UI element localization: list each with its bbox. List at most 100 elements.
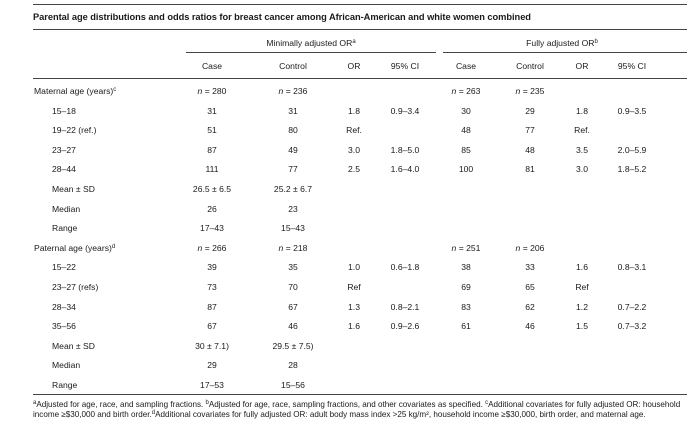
- table-title: Parental age distributions and odds rati…: [33, 12, 531, 22]
- table-cell: 48: [461, 125, 471, 135]
- row-label: Mean ± SD: [52, 341, 95, 351]
- table-cell: 65: [525, 282, 535, 292]
- row-label-text: 28–34: [52, 302, 76, 312]
- table-cell: 0.9–3.5: [617, 106, 647, 116]
- column-header: Control: [279, 61, 307, 71]
- table-cell: n = 266: [197, 243, 227, 253]
- table-cell: 100: [458, 164, 474, 174]
- table-cell: 17–53: [200, 380, 224, 390]
- footnote-mark: a: [33, 400, 37, 406]
- table-cell: 51: [207, 125, 217, 135]
- group-label: Minimally adjusted OR: [266, 38, 353, 48]
- row-label-text: 23–27: [52, 145, 76, 155]
- row-label: 15–22: [52, 262, 76, 272]
- row-label: 35–56: [52, 321, 76, 331]
- footnotes: aAdjusted for age, race, and sampling fr…: [33, 400, 683, 420]
- table-cell: 23: [288, 204, 298, 214]
- row-label-text: 15–18: [52, 106, 76, 116]
- table-cell: Ref: [347, 282, 361, 292]
- group-header-minimal: Minimally adjusted ORa: [186, 38, 436, 48]
- table-cell: 67: [207, 321, 217, 331]
- table-cell: 67: [288, 302, 298, 312]
- footnote-mark: b: [205, 400, 209, 406]
- table-cell: 0.7–3.2: [617, 321, 647, 331]
- column-header: OR: [575, 61, 589, 71]
- footnote-text: Additional covariates for fully adjusted…: [33, 400, 681, 420]
- row-label-text: 35–56: [52, 321, 76, 331]
- footnote-mark: d: [111, 244, 116, 250]
- table-cell: n = 218: [278, 243, 308, 253]
- row-label: 23–27: [52, 145, 76, 155]
- row-label-text: 28–44: [52, 164, 76, 174]
- table-cell: 25.2 ± 6.7: [273, 184, 313, 194]
- table-cell: 0.9–2.6: [390, 321, 420, 331]
- table-cell: 30 ± 7.1): [195, 341, 229, 351]
- table-cell: 33: [525, 262, 535, 272]
- table-cell: 17–43: [200, 223, 224, 233]
- table-cell: 1.8: [348, 106, 360, 116]
- table-cell: 1.6: [348, 321, 360, 331]
- table-cell: n = 280: [197, 86, 227, 96]
- table-cell: 0.7–2.2: [617, 302, 647, 312]
- row-label-text: 15–22: [52, 262, 76, 272]
- table-cell: 3.0: [348, 145, 360, 155]
- footnote-text: Adjusted for age, race, sampling fractio…: [208, 400, 486, 409]
- table-cell: 0.9–3.4: [390, 106, 420, 116]
- table-cell: 29: [525, 106, 535, 116]
- row-label: Median: [52, 360, 80, 370]
- table-cell: 31: [288, 106, 298, 116]
- table-cell: 30: [461, 106, 471, 116]
- table-cell: 1.6–4.0: [390, 164, 420, 174]
- row-label: 19–22 (ref.): [52, 125, 96, 135]
- table-cell: 62: [525, 302, 535, 312]
- row-label: Paternal age (years)d: [34, 243, 115, 253]
- column-header: Control: [516, 61, 544, 71]
- row-label: Range: [52, 223, 77, 233]
- table-cell: 80: [288, 125, 298, 135]
- column-header: OR: [347, 61, 361, 71]
- table-cell: 1.8–5.2: [617, 164, 647, 174]
- table-cell: 15–56: [281, 380, 305, 390]
- table-cell: n = 206: [515, 243, 545, 253]
- table-cell: 0.8–2.1: [390, 302, 420, 312]
- table-cell: 81: [525, 164, 535, 174]
- row-label-text: Maternal age (years): [34, 86, 114, 96]
- table-cell: Ref.: [346, 125, 362, 135]
- table-cell: 35: [288, 262, 298, 272]
- header-rule: [33, 78, 687, 79]
- table-cell: 87: [207, 145, 217, 155]
- column-header: 95% CI: [617, 61, 647, 71]
- table-cell: 29: [207, 360, 217, 370]
- table-cell: 1.6: [576, 262, 588, 272]
- group-rule-full: [443, 52, 687, 53]
- table-cell: 46: [525, 321, 535, 331]
- table-cell: 1.8–5.0: [390, 145, 420, 155]
- table-cell: 38: [461, 262, 471, 272]
- table-cell: 49: [288, 145, 298, 155]
- column-header: Case: [201, 61, 223, 71]
- table-cell: 77: [288, 164, 298, 174]
- table-cell: 26: [207, 204, 217, 214]
- row-label-text: Mean ± SD: [52, 341, 95, 351]
- row-label-text: Mean ± SD: [52, 184, 95, 194]
- table-cell: 15–43: [281, 223, 305, 233]
- row-label: 28–44: [52, 164, 76, 174]
- row-label-text: Median: [52, 360, 81, 370]
- table-cell: 111: [205, 164, 219, 174]
- table-cell: 83: [461, 302, 471, 312]
- table-cell: n = 236: [278, 86, 308, 96]
- group-header-full: Fully adjusted ORb: [442, 38, 682, 48]
- row-label-text: Range: [52, 223, 78, 233]
- row-label-text: 19–22 (ref.): [52, 125, 97, 135]
- table-cell: Ref: [575, 282, 589, 292]
- table-cell: 85: [461, 145, 471, 155]
- table-cell: 46: [288, 321, 298, 331]
- table-cell: 0.8–3.1: [617, 262, 647, 272]
- table-cell: 69: [461, 282, 471, 292]
- table-cell: 2.0–5.9: [617, 145, 647, 155]
- table-cell: 3.0: [576, 164, 588, 174]
- column-header: 95% CI: [390, 61, 420, 71]
- row-label-text: Range: [52, 380, 78, 390]
- table-cell: 87: [207, 302, 217, 312]
- table-cell: 1.2: [576, 302, 588, 312]
